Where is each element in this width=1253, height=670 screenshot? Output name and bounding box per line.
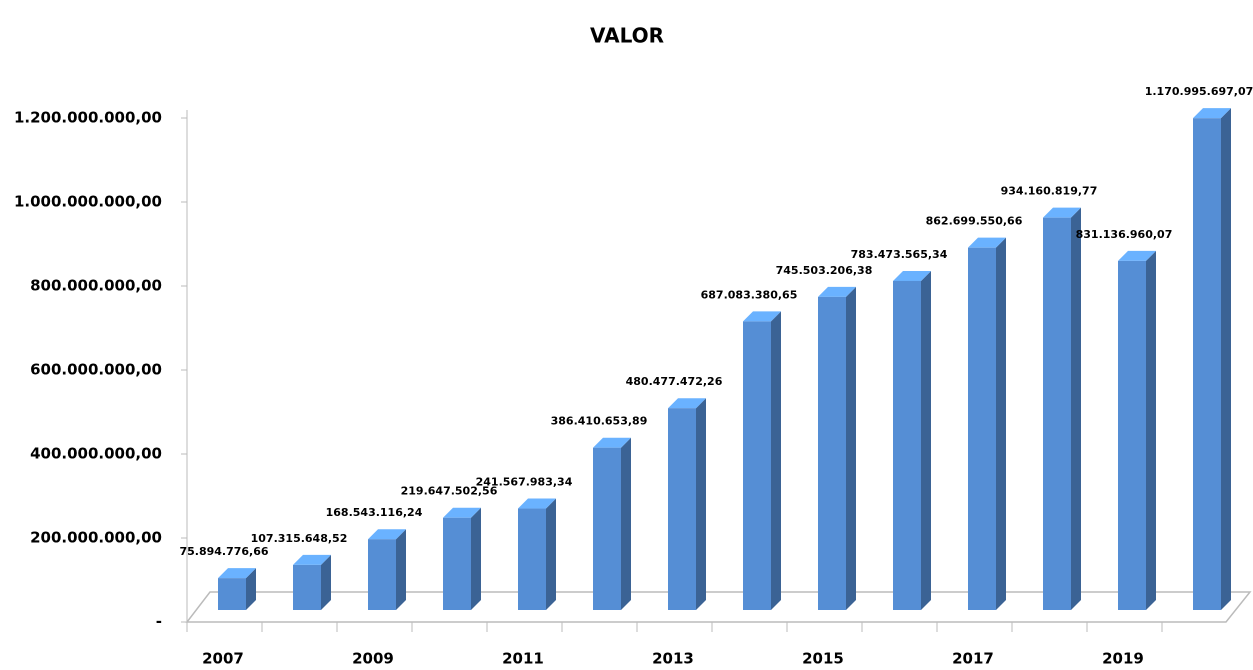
y-tick-label: 400.000.000,00 [30,445,162,463]
bar-top [968,237,1006,248]
bar-side [321,554,331,610]
bar-top [1118,250,1156,261]
x-tick-label: 2013 [652,650,694,668]
bar [218,578,246,610]
bar-side [921,270,931,610]
x-tick-label: 2015 [802,650,844,668]
bar-side [996,237,1006,610]
bar-side [396,529,406,610]
bar [1193,118,1221,610]
bar [893,280,921,610]
bar [1118,260,1146,610]
bar [518,508,546,610]
bar [593,447,621,610]
data-label: 480.477.472,26 [626,375,723,388]
bar [668,408,696,610]
data-label: 1.170.995.697,07 [1145,85,1253,98]
x-tick-label: 2007 [202,650,244,668]
bar-side [471,507,481,610]
bar-side [1146,250,1156,610]
data-label: 107.315.648,52 [251,532,348,545]
y-tick-label: 1.200.000.000,00 [14,109,162,127]
bar-top [218,568,256,579]
data-label: 386.410.653,89 [551,415,648,428]
y-tick-label: 800.000.000,00 [30,277,162,295]
bar-top [593,437,631,448]
y-tick-label: 1.000.000.000,00 [14,193,162,211]
data-label: 831.136.960,07 [1076,228,1173,241]
bar-side [1221,108,1231,610]
data-label: 75.894.776,66 [179,545,268,558]
bar-top [818,286,856,297]
chart-title: VALOR [590,24,664,48]
bar-top [668,398,706,409]
bar [968,247,996,610]
bar-side [546,498,556,610]
bar [743,321,771,610]
bar-side [621,437,631,610]
data-label: 219.647.502,56 [401,485,498,498]
bar-side [771,311,781,610]
x-tick-label: 2019 [1102,650,1144,668]
floor [185,591,1252,623]
data-label: 745.503.206,38 [776,264,873,277]
x-tick-label: 2017 [952,650,994,668]
data-label: 168.543.116,24 [326,506,423,519]
bar-side [1071,207,1081,610]
bar-top [443,507,481,518]
bar [368,539,396,610]
bar [818,296,846,610]
bar-top [518,498,556,509]
y-tick-label: - [156,613,162,631]
bar-top [893,270,931,281]
data-label: 783.473.565,34 [851,248,948,261]
bar-top [1043,207,1081,218]
bar-side [846,286,856,610]
x-tick-label: 2011 [502,650,544,668]
bar-side [246,568,256,610]
data-label: 862.699.550,66 [926,215,1023,228]
bar-top [368,529,406,540]
bar-side [696,398,706,610]
bar-top [1193,108,1231,119]
bar-top [743,311,781,322]
data-label: 687.083.380,65 [701,288,798,301]
data-label: 241.567.983,34 [476,476,573,489]
bar [1043,217,1071,610]
y-tick-label: 200.000.000,00 [30,529,162,547]
bar [293,564,321,610]
x-tick-label: 2009 [352,650,394,668]
data-label: 934.160.819,77 [1001,185,1098,198]
bar [443,517,471,610]
y-tick-label: 600.000.000,00 [30,361,162,379]
bar-top [293,554,331,565]
